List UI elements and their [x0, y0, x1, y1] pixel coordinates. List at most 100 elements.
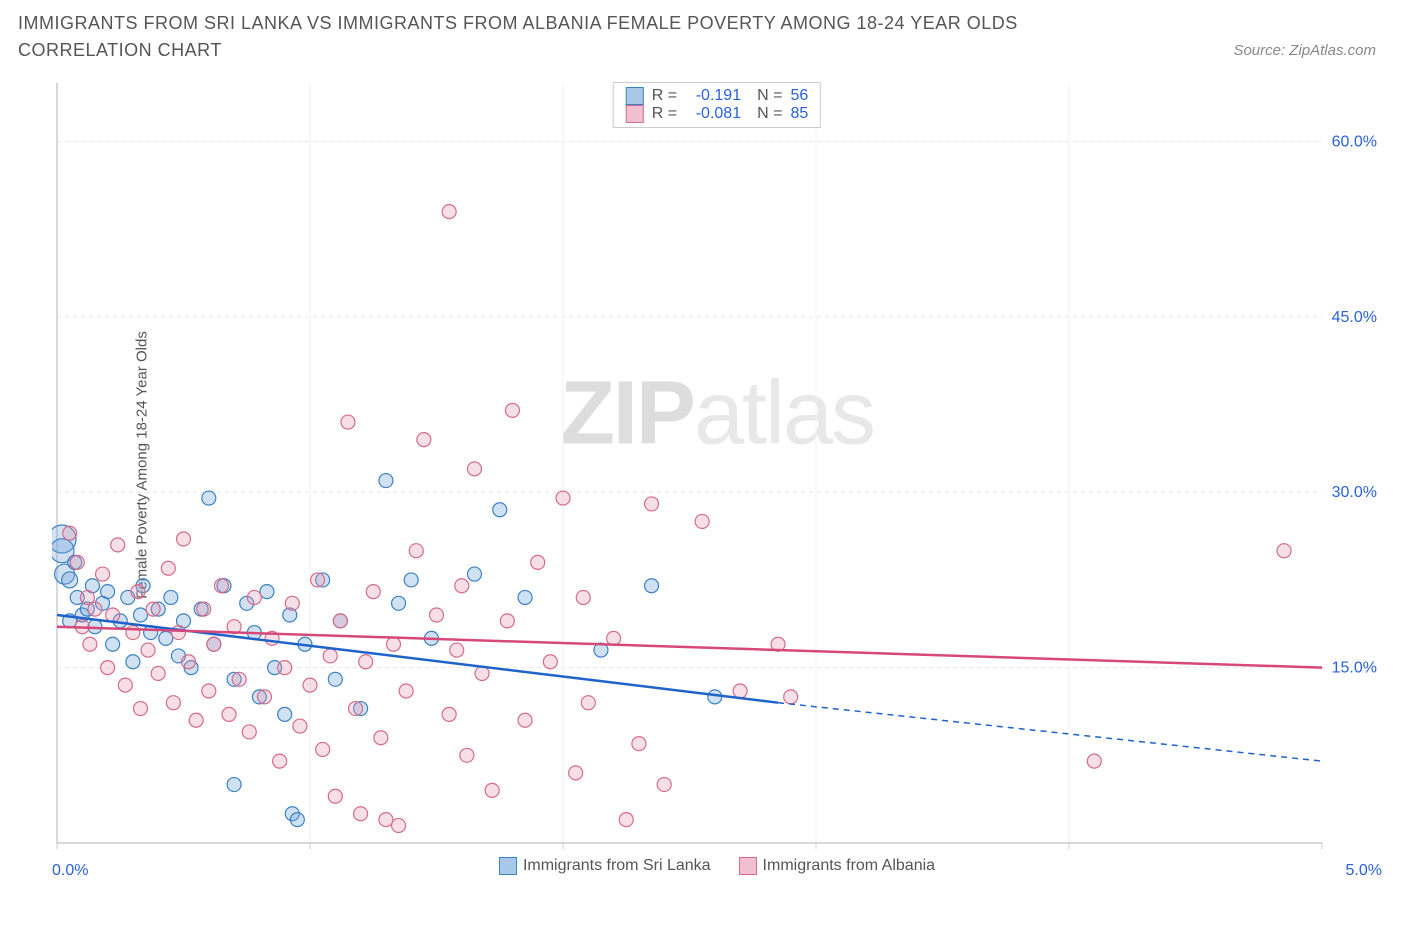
- data-point[interactable]: [227, 778, 241, 792]
- data-point[interactable]: [333, 614, 347, 628]
- data-point[interactable]: [242, 725, 256, 739]
- data-point[interactable]: [197, 602, 211, 616]
- data-point[interactable]: [133, 702, 147, 716]
- data-point[interactable]: [126, 655, 140, 669]
- data-point[interactable]: [475, 666, 489, 680]
- data-point[interactable]: [518, 713, 532, 727]
- data-point[interactable]: [392, 818, 406, 832]
- data-point[interactable]: [62, 572, 78, 588]
- data-point[interactable]: [349, 702, 363, 716]
- data-point[interactable]: [485, 783, 499, 797]
- data-point[interactable]: [404, 573, 418, 587]
- data-point[interactable]: [399, 684, 413, 698]
- data-point[interactable]: [784, 690, 798, 704]
- data-point[interactable]: [70, 555, 84, 569]
- data-point[interactable]: [273, 754, 287, 768]
- data-point[interactable]: [417, 433, 431, 447]
- data-point[interactable]: [493, 503, 507, 517]
- data-point[interactable]: [63, 526, 77, 540]
- data-point[interactable]: [379, 813, 393, 827]
- data-point[interactable]: [96, 567, 110, 581]
- data-point[interactable]: [222, 707, 236, 721]
- data-point[interactable]: [278, 661, 292, 675]
- data-point[interactable]: [164, 590, 178, 604]
- data-point[interactable]: [430, 608, 444, 622]
- data-point[interactable]: [151, 666, 165, 680]
- data-point[interactable]: [166, 696, 180, 710]
- data-point[interactable]: [207, 637, 221, 651]
- data-point[interactable]: [260, 585, 274, 599]
- data-point[interactable]: [101, 585, 115, 599]
- data-point[interactable]: [323, 649, 337, 663]
- data-point[interactable]: [126, 626, 140, 640]
- data-point[interactable]: [392, 596, 406, 610]
- data-point[interactable]: [409, 544, 423, 558]
- data-point[interactable]: [257, 690, 271, 704]
- data-point[interactable]: [311, 573, 325, 587]
- data-point[interactable]: [161, 561, 175, 575]
- data-point[interactable]: [106, 608, 120, 622]
- data-point[interactable]: [285, 596, 299, 610]
- data-point[interactable]: [159, 631, 173, 645]
- data-point[interactable]: [131, 585, 145, 599]
- data-point[interactable]: [576, 590, 590, 604]
- data-point[interactable]: [733, 684, 747, 698]
- data-point[interactable]: [359, 655, 373, 669]
- data-point[interactable]: [341, 415, 355, 429]
- data-point[interactable]: [1277, 544, 1291, 558]
- data-point[interactable]: [106, 637, 120, 651]
- data-point[interactable]: [442, 205, 456, 219]
- data-point[interactable]: [247, 590, 261, 604]
- data-point[interactable]: [467, 462, 481, 476]
- data-point[interactable]: [177, 532, 191, 546]
- data-point[interactable]: [645, 497, 659, 511]
- data-point[interactable]: [543, 655, 557, 669]
- data-point[interactable]: [386, 637, 400, 651]
- data-point[interactable]: [182, 655, 196, 669]
- data-point[interactable]: [569, 766, 583, 780]
- data-point[interactable]: [111, 538, 125, 552]
- data-point[interactable]: [316, 742, 330, 756]
- data-point[interactable]: [505, 403, 519, 417]
- data-point[interactable]: [303, 678, 317, 692]
- data-point[interactable]: [518, 590, 532, 604]
- data-point[interactable]: [118, 678, 132, 692]
- data-point[interactable]: [328, 672, 342, 686]
- data-point[interactable]: [695, 514, 709, 528]
- data-point[interactable]: [83, 637, 97, 651]
- data-point[interactable]: [354, 807, 368, 821]
- data-point[interactable]: [171, 626, 185, 640]
- data-point[interactable]: [460, 748, 474, 762]
- data-point[interactable]: [232, 672, 246, 686]
- data-point[interactable]: [141, 643, 155, 657]
- data-point[interactable]: [531, 555, 545, 569]
- data-point[interactable]: [101, 661, 115, 675]
- data-point[interactable]: [328, 789, 342, 803]
- data-point[interactable]: [645, 579, 659, 593]
- data-point[interactable]: [632, 737, 646, 751]
- data-point[interactable]: [581, 696, 595, 710]
- data-point[interactable]: [467, 567, 481, 581]
- data-point[interactable]: [214, 579, 228, 593]
- data-point[interactable]: [366, 585, 380, 599]
- data-point[interactable]: [202, 491, 216, 505]
- data-point[interactable]: [500, 614, 514, 628]
- data-point[interactable]: [657, 778, 671, 792]
- data-point[interactable]: [290, 813, 304, 827]
- data-point[interactable]: [556, 491, 570, 505]
- data-point[interactable]: [189, 713, 203, 727]
- data-point[interactable]: [379, 474, 393, 488]
- data-point[interactable]: [450, 643, 464, 657]
- data-point[interactable]: [278, 707, 292, 721]
- data-point[interactable]: [1087, 754, 1101, 768]
- data-point[interactable]: [619, 813, 633, 827]
- data-point[interactable]: [455, 579, 469, 593]
- data-point[interactable]: [442, 707, 456, 721]
- data-point[interactable]: [88, 602, 102, 616]
- data-point[interactable]: [607, 631, 621, 645]
- data-point[interactable]: [133, 608, 147, 622]
- data-point[interactable]: [374, 731, 388, 745]
- data-point[interactable]: [293, 719, 307, 733]
- data-point[interactable]: [146, 602, 160, 616]
- data-point[interactable]: [202, 684, 216, 698]
